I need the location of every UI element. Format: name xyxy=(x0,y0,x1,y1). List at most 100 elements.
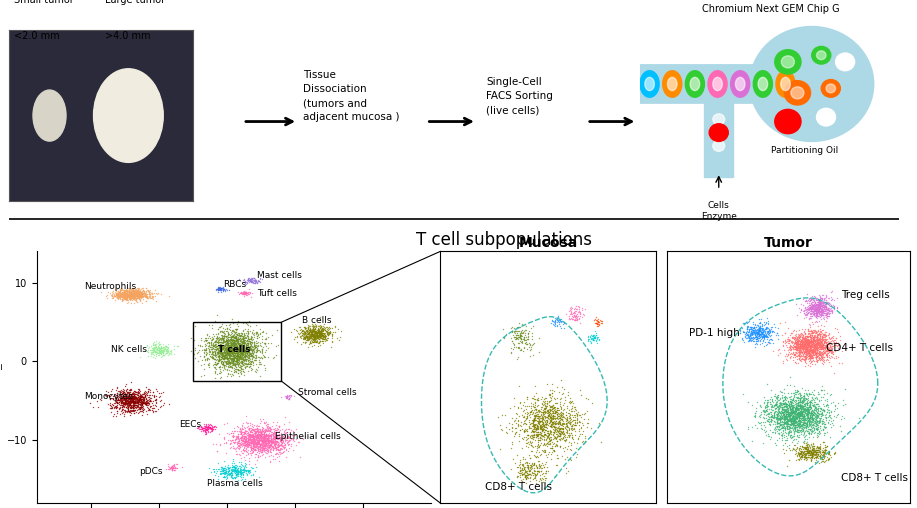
Point xyxy=(785,334,800,342)
Point xyxy=(774,428,789,436)
Point xyxy=(114,292,128,300)
Point xyxy=(791,410,806,419)
Point xyxy=(808,402,823,410)
Point xyxy=(771,416,786,424)
Point xyxy=(112,293,127,301)
Point xyxy=(240,332,255,340)
Point xyxy=(804,412,819,420)
Point xyxy=(819,303,834,311)
Point xyxy=(808,407,823,416)
Point xyxy=(297,328,312,336)
Point xyxy=(263,424,278,432)
Point xyxy=(819,302,834,310)
Point xyxy=(227,345,242,354)
Point xyxy=(271,446,286,454)
Point xyxy=(105,291,119,299)
Point xyxy=(822,448,836,456)
Point xyxy=(126,406,140,415)
Point xyxy=(282,395,296,403)
Point xyxy=(804,429,819,437)
Point xyxy=(304,331,318,339)
Point xyxy=(123,386,138,394)
Point xyxy=(801,408,816,416)
Point xyxy=(763,408,778,417)
Point xyxy=(226,433,240,441)
Point xyxy=(240,440,255,448)
Point xyxy=(242,351,257,359)
Point xyxy=(815,333,830,341)
Point xyxy=(504,327,519,335)
Point xyxy=(569,315,583,324)
Point xyxy=(820,350,834,358)
Point xyxy=(231,353,246,361)
Point xyxy=(800,421,814,429)
Point xyxy=(247,435,261,443)
Point xyxy=(812,335,827,343)
Point xyxy=(273,393,288,401)
Point xyxy=(238,430,253,438)
Point xyxy=(235,428,249,436)
Point xyxy=(820,347,834,356)
Point xyxy=(226,333,241,341)
Point xyxy=(305,330,320,338)
Point xyxy=(547,419,562,427)
Point xyxy=(159,342,173,351)
Point xyxy=(123,283,138,292)
Point xyxy=(216,351,231,359)
Point xyxy=(235,353,249,361)
Circle shape xyxy=(816,108,835,126)
Point xyxy=(153,347,168,356)
Point xyxy=(261,434,276,442)
Point xyxy=(235,355,249,363)
Point xyxy=(803,335,818,343)
Point xyxy=(564,314,579,322)
Point xyxy=(224,466,238,474)
Point xyxy=(152,347,167,356)
Point xyxy=(819,296,834,304)
Point xyxy=(834,346,849,355)
Point xyxy=(224,355,238,363)
Point xyxy=(803,413,818,421)
Point xyxy=(127,393,142,401)
Point xyxy=(797,447,812,455)
Point xyxy=(785,406,800,415)
Point xyxy=(777,415,791,423)
Point xyxy=(139,292,154,300)
Point xyxy=(791,332,806,340)
Point xyxy=(770,419,785,427)
Point xyxy=(197,422,212,430)
Point xyxy=(810,448,824,456)
Point xyxy=(119,292,134,300)
Point xyxy=(245,349,260,357)
Point xyxy=(251,433,266,441)
Point xyxy=(131,389,146,397)
Point xyxy=(241,335,256,343)
Point xyxy=(793,409,808,418)
Point xyxy=(152,348,167,356)
Point xyxy=(824,306,839,314)
Point xyxy=(219,321,234,329)
Point xyxy=(109,289,124,297)
Point xyxy=(310,331,325,339)
Text: Treg cells: Treg cells xyxy=(841,291,890,300)
Point xyxy=(255,434,270,442)
Point xyxy=(191,424,205,432)
Point xyxy=(754,328,768,336)
Point xyxy=(259,431,273,439)
Point xyxy=(145,339,160,347)
Point xyxy=(243,351,258,359)
Point xyxy=(238,438,252,447)
Point xyxy=(128,291,143,299)
Point xyxy=(252,452,267,460)
Point xyxy=(228,437,243,446)
Point xyxy=(823,307,838,315)
Point xyxy=(795,449,810,457)
Point xyxy=(259,429,273,437)
Point xyxy=(558,405,572,413)
Point xyxy=(218,438,233,446)
Point xyxy=(817,452,832,460)
Point xyxy=(127,291,141,299)
Point xyxy=(108,289,123,297)
Point xyxy=(546,414,560,422)
Point xyxy=(135,289,149,297)
